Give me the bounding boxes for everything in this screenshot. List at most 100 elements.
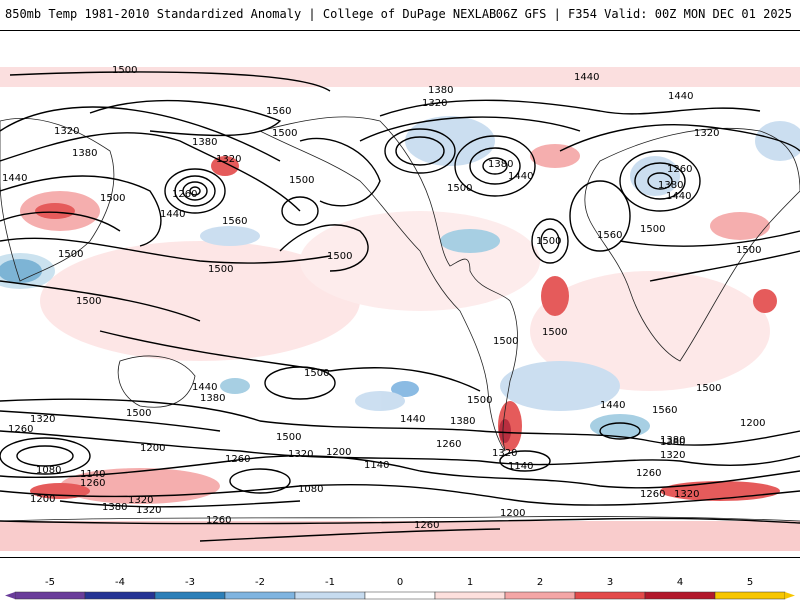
contour-label: 1560 <box>222 216 247 227</box>
colorbar-swatch <box>294 591 366 600</box>
model-run-label: 06Z GFS | F354 Valid: 00Z MON DEC 01 202… <box>495 7 792 21</box>
asia-outline <box>0 117 115 282</box>
colorbar: -5 -4 -3 -2 -1 0 1 2 3 4 5 <box>0 558 800 600</box>
colorbar-tick-label: -4 <box>115 577 125 588</box>
colorbar-swatch <box>644 591 716 600</box>
contour-label: 1500 <box>208 264 233 275</box>
contour-label: 1380 <box>488 159 513 170</box>
contour-label: 1320 <box>216 154 241 165</box>
contour-label: 1320 <box>30 414 55 425</box>
colorbar-tick-label: -2 <box>255 577 265 588</box>
australia-outline <box>117 355 196 408</box>
contour-label: 1560 <box>266 106 291 117</box>
colorbar-tick-label: -3 <box>185 577 195 588</box>
antarctica-outline <box>0 516 800 522</box>
colorbar-swatch <box>434 591 506 600</box>
contour-label: 1500 <box>542 327 567 338</box>
contour-labels: 1500 1560 1500 1320 1380 1440 1500 1380 … <box>2 65 765 531</box>
contour-label: 1260 <box>414 520 439 531</box>
contour-label: 1500 <box>536 236 561 247</box>
contour-label: 1500 <box>467 395 492 406</box>
americas-outline <box>258 116 518 452</box>
contour-label: 1140 <box>508 461 533 472</box>
contour-label: 1560 <box>597 230 622 241</box>
contour-label: 1320 <box>54 126 79 137</box>
colorbar-tick-label: 2 <box>537 577 543 588</box>
contour-label: 1440 <box>668 91 693 102</box>
contour-label: 1200 <box>140 443 165 454</box>
colorbar-tick-label: 0 <box>397 577 403 588</box>
colorbar-tick-label: 3 <box>607 577 613 588</box>
anomaly-map: 1500 1560 1500 1320 1380 1440 1500 1380 … <box>0 31 800 557</box>
contour-label: 1500 <box>327 251 352 262</box>
contour-label: 1260 <box>80 478 105 489</box>
contour-label: 1500 <box>696 383 721 394</box>
contour-label: 1320 <box>288 449 313 460</box>
contour-label: 1500 <box>126 408 151 419</box>
contour-label: 1500 <box>736 245 761 256</box>
contour-label: 1380 <box>102 502 127 513</box>
contour-label: 1320 <box>422 98 447 109</box>
coastlines <box>0 116 800 522</box>
colorbar-min-arrow <box>5 592 15 599</box>
contour-label: 1500 <box>272 128 297 139</box>
contour-label: 1320 <box>694 128 719 139</box>
colorbar-graphic: -5 -4 -3 -2 -1 0 1 2 3 4 5 <box>5 577 795 600</box>
contour-label: 1440 <box>574 72 599 83</box>
colorbar-max-arrow <box>785 592 795 599</box>
contour-label: 1320 <box>660 450 685 461</box>
colorbar-swatch <box>224 591 296 600</box>
colorbar-tick-label: 5 <box>747 577 753 588</box>
colorbar-swatch <box>504 591 576 600</box>
contour-label: 1200 <box>30 494 55 505</box>
contour-label: 1500 <box>58 249 83 260</box>
height-contours <box>0 71 800 542</box>
contour-label: 1500 <box>447 183 472 194</box>
colorbar-swatch <box>14 591 86 600</box>
contour-label: 1440 <box>600 400 625 411</box>
contour-label: 1500 <box>76 296 101 307</box>
colorbar-tick-label: 1 <box>467 577 473 588</box>
contour-label: 1200 <box>740 418 765 429</box>
map-panel: 1500 1560 1500 1320 1380 1440 1500 1380 … <box>0 30 800 558</box>
contour-label: 1440 <box>508 171 533 182</box>
contour-label: 1380 <box>72 148 97 159</box>
colorbar-tick-label: -1 <box>325 577 335 588</box>
contour-label: 1500 <box>112 65 137 76</box>
anomaly-shading <box>0 67 800 551</box>
contour-label: 1500 <box>289 175 314 186</box>
contour-label: 1200 <box>326 447 351 458</box>
header: 850mb Temp 1981-2010 Standardized Anomal… <box>0 0 800 30</box>
chart-title: 850mb Temp 1981-2010 Standardized Anomal… <box>5 7 497 21</box>
colorbar-swatch <box>714 591 786 600</box>
contour-label: 1500 <box>100 193 125 204</box>
contour-label: 1440 <box>666 191 691 202</box>
contour-label: 1500 <box>276 432 301 443</box>
contour-label: 1320 <box>128 495 153 506</box>
colorbar-swatch <box>574 591 646 600</box>
contour-label: 1260 <box>436 439 461 450</box>
contour-label: 1260 <box>8 424 33 435</box>
contour-label: 1500 <box>640 224 665 235</box>
contour-label: 1440 <box>192 382 217 393</box>
contour-label: 1320 <box>492 448 517 459</box>
contour-label: 1440 <box>160 209 185 220</box>
contour-label: 1440 <box>400 414 425 425</box>
contour-label: 1560 <box>652 405 677 416</box>
contour-label: 1440 <box>2 173 27 184</box>
contour-label: 1260 <box>636 468 661 479</box>
contour-label: 1080 <box>298 484 323 495</box>
contour-label: 1200 <box>500 508 525 519</box>
contour-label: 1140 <box>80 469 105 480</box>
contour-label: 1500 <box>304 368 329 379</box>
contour-label: 1260 <box>225 454 250 465</box>
contour-label: 1260 <box>172 189 197 200</box>
contour-label: 1080 <box>36 465 61 476</box>
contour-label: 1380 <box>658 180 683 191</box>
contour-label: 1380 <box>428 85 453 96</box>
colorbar-swatch <box>154 591 226 600</box>
colorbar-tick-label: 4 <box>677 577 683 588</box>
contour-label: 1260 <box>667 164 692 175</box>
contour-label: 1320 <box>674 489 699 500</box>
contour-label: 1380 <box>200 393 225 404</box>
